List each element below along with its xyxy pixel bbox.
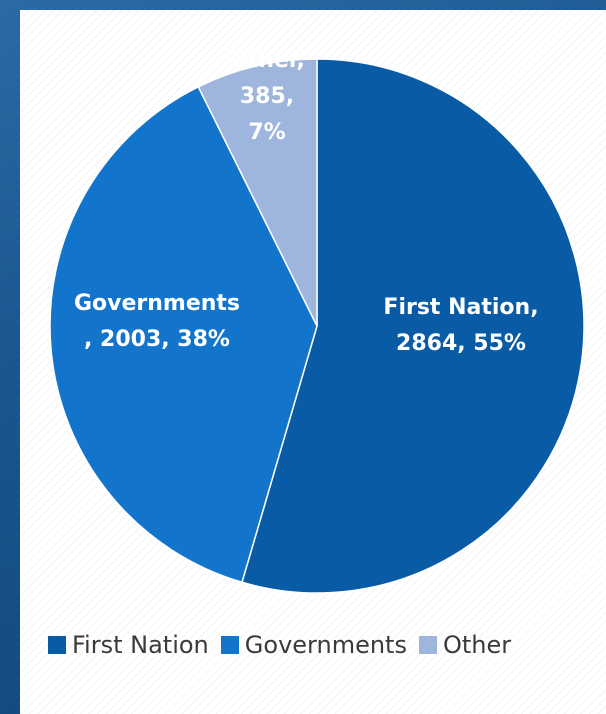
legend-label-governments: Governments — [244, 631, 407, 659]
data-label-other: Other, 385, 7% — [229, 48, 305, 145]
legend-swatch-first-nation — [48, 636, 66, 654]
data-label-line: First Nation, — [383, 295, 538, 320]
legend-swatch-other — [418, 636, 437, 654]
data-label-line: 7% — [248, 120, 285, 145]
data-label-line: 2864, 55% — [396, 331, 526, 356]
data-label-line: Governments — [74, 291, 240, 316]
data-label-line: , 2003, 38% — [84, 327, 230, 352]
legend-swatch-governments — [220, 636, 239, 654]
pie-slice-other — [197, 58, 318, 327]
legend-item-governments: Governments — [220, 631, 407, 659]
pie-slice-first-nation — [241, 58, 585, 594]
legend-label-other: Other — [442, 631, 512, 659]
data-label-first-nation: First Nation, 2864, 55% — [383, 295, 538, 356]
data-label-governments: Governments , 2003, 38% — [74, 291, 240, 352]
legend: First Nation Governments Other — [48, 628, 523, 662]
legend-item-other: Other — [418, 631, 512, 659]
legend-item-first-nation: First Nation — [48, 631, 209, 659]
pie-slice-governments — [49, 85, 318, 584]
data-label-line: 385, — [240, 84, 294, 109]
legend-label-first-nation: First Nation — [72, 631, 209, 659]
data-label-line: Other, — [229, 48, 305, 73]
